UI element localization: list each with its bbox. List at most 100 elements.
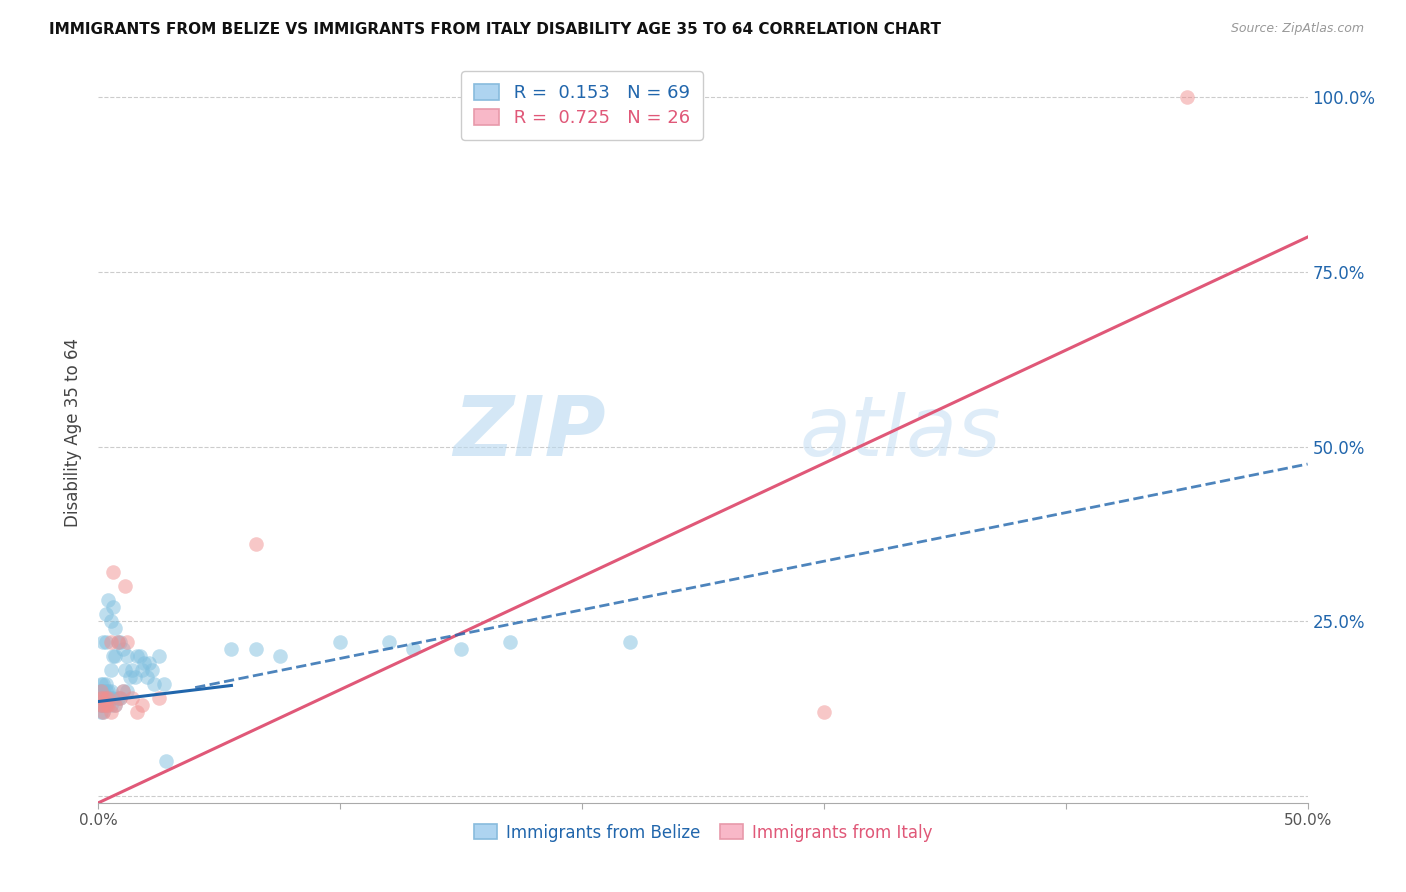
- Point: [94, 691, 117, 706]
- Point: [450, 642, 472, 657]
- Point: [97, 684, 120, 698]
- Point: [94, 698, 117, 712]
- Point: [128, 649, 150, 664]
- Point: [143, 677, 166, 691]
- Point: [97, 691, 120, 706]
- Point: [104, 621, 127, 635]
- Point: [104, 649, 127, 664]
- Point: [221, 642, 243, 657]
- Point: [91, 698, 114, 712]
- Point: [90, 684, 112, 698]
- Point: [91, 698, 114, 712]
- Point: [245, 537, 267, 551]
- Point: [101, 649, 124, 664]
- Point: [107, 691, 129, 706]
- Point: [91, 705, 114, 719]
- Point: [101, 691, 124, 706]
- Point: [111, 642, 134, 657]
- Point: [329, 635, 352, 649]
- Point: [100, 698, 122, 712]
- Point: [94, 607, 117, 622]
- Point: [97, 698, 120, 712]
- Point: [377, 635, 399, 649]
- Text: IMMIGRANTS FROM BELIZE VS IMMIGRANTS FROM ITALY DISABILITY AGE 35 TO 64 CORRELAT: IMMIGRANTS FROM BELIZE VS IMMIGRANTS FRO…: [49, 22, 941, 37]
- Point: [155, 754, 177, 768]
- Point: [245, 642, 267, 657]
- Point: [100, 684, 122, 698]
- Point: [97, 691, 120, 706]
- Point: [90, 691, 112, 706]
- Point: [90, 691, 112, 706]
- Legend: Immigrants from Belize, Immigrants from Italy: Immigrants from Belize, Immigrants from …: [465, 815, 941, 850]
- Point: [97, 593, 120, 607]
- Point: [111, 684, 134, 698]
- Point: [108, 691, 131, 706]
- Point: [104, 698, 127, 712]
- Point: [100, 705, 122, 719]
- Point: [91, 684, 114, 698]
- Point: [90, 691, 112, 706]
- Point: [117, 649, 139, 664]
- Point: [90, 705, 112, 719]
- Point: [127, 649, 149, 664]
- Point: [91, 705, 114, 719]
- Point: [114, 579, 136, 593]
- Point: [117, 635, 139, 649]
- Point: [131, 663, 153, 677]
- Point: [813, 705, 835, 719]
- Point: [148, 691, 170, 706]
- Point: [402, 642, 425, 657]
- Point: [111, 684, 134, 698]
- Point: [108, 691, 131, 706]
- Point: [90, 698, 112, 712]
- Point: [90, 698, 112, 712]
- Point: [101, 566, 124, 580]
- Point: [104, 698, 127, 712]
- Point: [91, 698, 114, 712]
- Point: [1175, 90, 1198, 104]
- Point: [127, 705, 149, 719]
- Text: Source: ZipAtlas.com: Source: ZipAtlas.com: [1230, 22, 1364, 36]
- Point: [97, 691, 120, 706]
- Point: [107, 635, 129, 649]
- Point: [100, 635, 122, 649]
- Point: [121, 691, 143, 706]
- Point: [100, 614, 122, 628]
- Point: [94, 698, 117, 712]
- Point: [91, 635, 114, 649]
- Point: [91, 691, 114, 706]
- Point: [619, 635, 641, 649]
- Point: [94, 677, 117, 691]
- Point: [117, 684, 139, 698]
- Point: [498, 635, 520, 649]
- Text: atlas: atlas: [800, 392, 1001, 473]
- Y-axis label: Disability Age 35 to 64: Disability Age 35 to 64: [65, 338, 83, 527]
- Point: [90, 684, 112, 698]
- Point: [107, 635, 129, 649]
- Point: [124, 670, 146, 684]
- Point: [141, 663, 163, 677]
- Point: [121, 663, 143, 677]
- Point: [91, 677, 114, 691]
- Point: [269, 649, 291, 664]
- Point: [118, 670, 141, 684]
- Point: [138, 656, 160, 670]
- Point: [90, 698, 112, 712]
- Point: [90, 684, 112, 698]
- Point: [131, 698, 153, 712]
- Point: [94, 691, 117, 706]
- Point: [94, 635, 117, 649]
- Point: [94, 684, 117, 698]
- Point: [91, 691, 114, 706]
- Text: ZIP: ZIP: [454, 392, 606, 473]
- Point: [94, 691, 117, 706]
- Point: [100, 663, 122, 677]
- Point: [134, 656, 156, 670]
- Point: [90, 677, 112, 691]
- Point: [100, 691, 122, 706]
- Point: [135, 670, 157, 684]
- Point: [101, 600, 124, 615]
- Point: [108, 635, 131, 649]
- Point: [114, 663, 136, 677]
- Point: [152, 677, 174, 691]
